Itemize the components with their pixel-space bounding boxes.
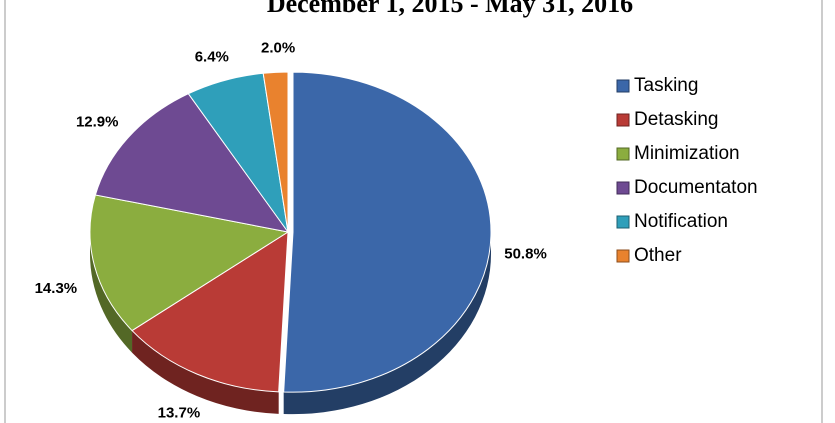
slice-side — [132, 330, 279, 414]
legend-label: Notification — [634, 211, 728, 232]
legend-swatch — [616, 215, 630, 229]
data-label: 14.3% — [35, 280, 78, 297]
slice — [262, 71, 289, 233]
data-label: 2.0% — [261, 39, 295, 56]
frame — [4, 0, 823, 423]
legend-swatch — [616, 181, 630, 195]
slice — [94, 93, 290, 233]
slice — [283, 71, 492, 393]
data-label: 6.4% — [195, 49, 229, 66]
legend-swatch — [616, 249, 630, 263]
legend-swatch — [616, 147, 630, 161]
legend-label: Other — [634, 245, 682, 266]
data-label: 50.8% — [504, 245, 547, 262]
slice-side — [90, 232, 133, 353]
legend-swatch — [616, 113, 630, 127]
data-label: 13.7% — [158, 404, 201, 421]
legend-label: Minimization — [634, 143, 740, 164]
data-label: 12.9% — [76, 113, 119, 130]
chart-title: December 1, 2015 - May 31, 2016 — [267, 0, 633, 18]
slice — [89, 194, 290, 332]
legend-label: Detasking — [634, 109, 719, 130]
legend-swatch — [616, 79, 630, 93]
legend-label: Tasking — [634, 75, 698, 96]
legend-label: Documentaton — [634, 177, 758, 198]
slice — [131, 231, 289, 393]
slice-side — [283, 232, 491, 415]
